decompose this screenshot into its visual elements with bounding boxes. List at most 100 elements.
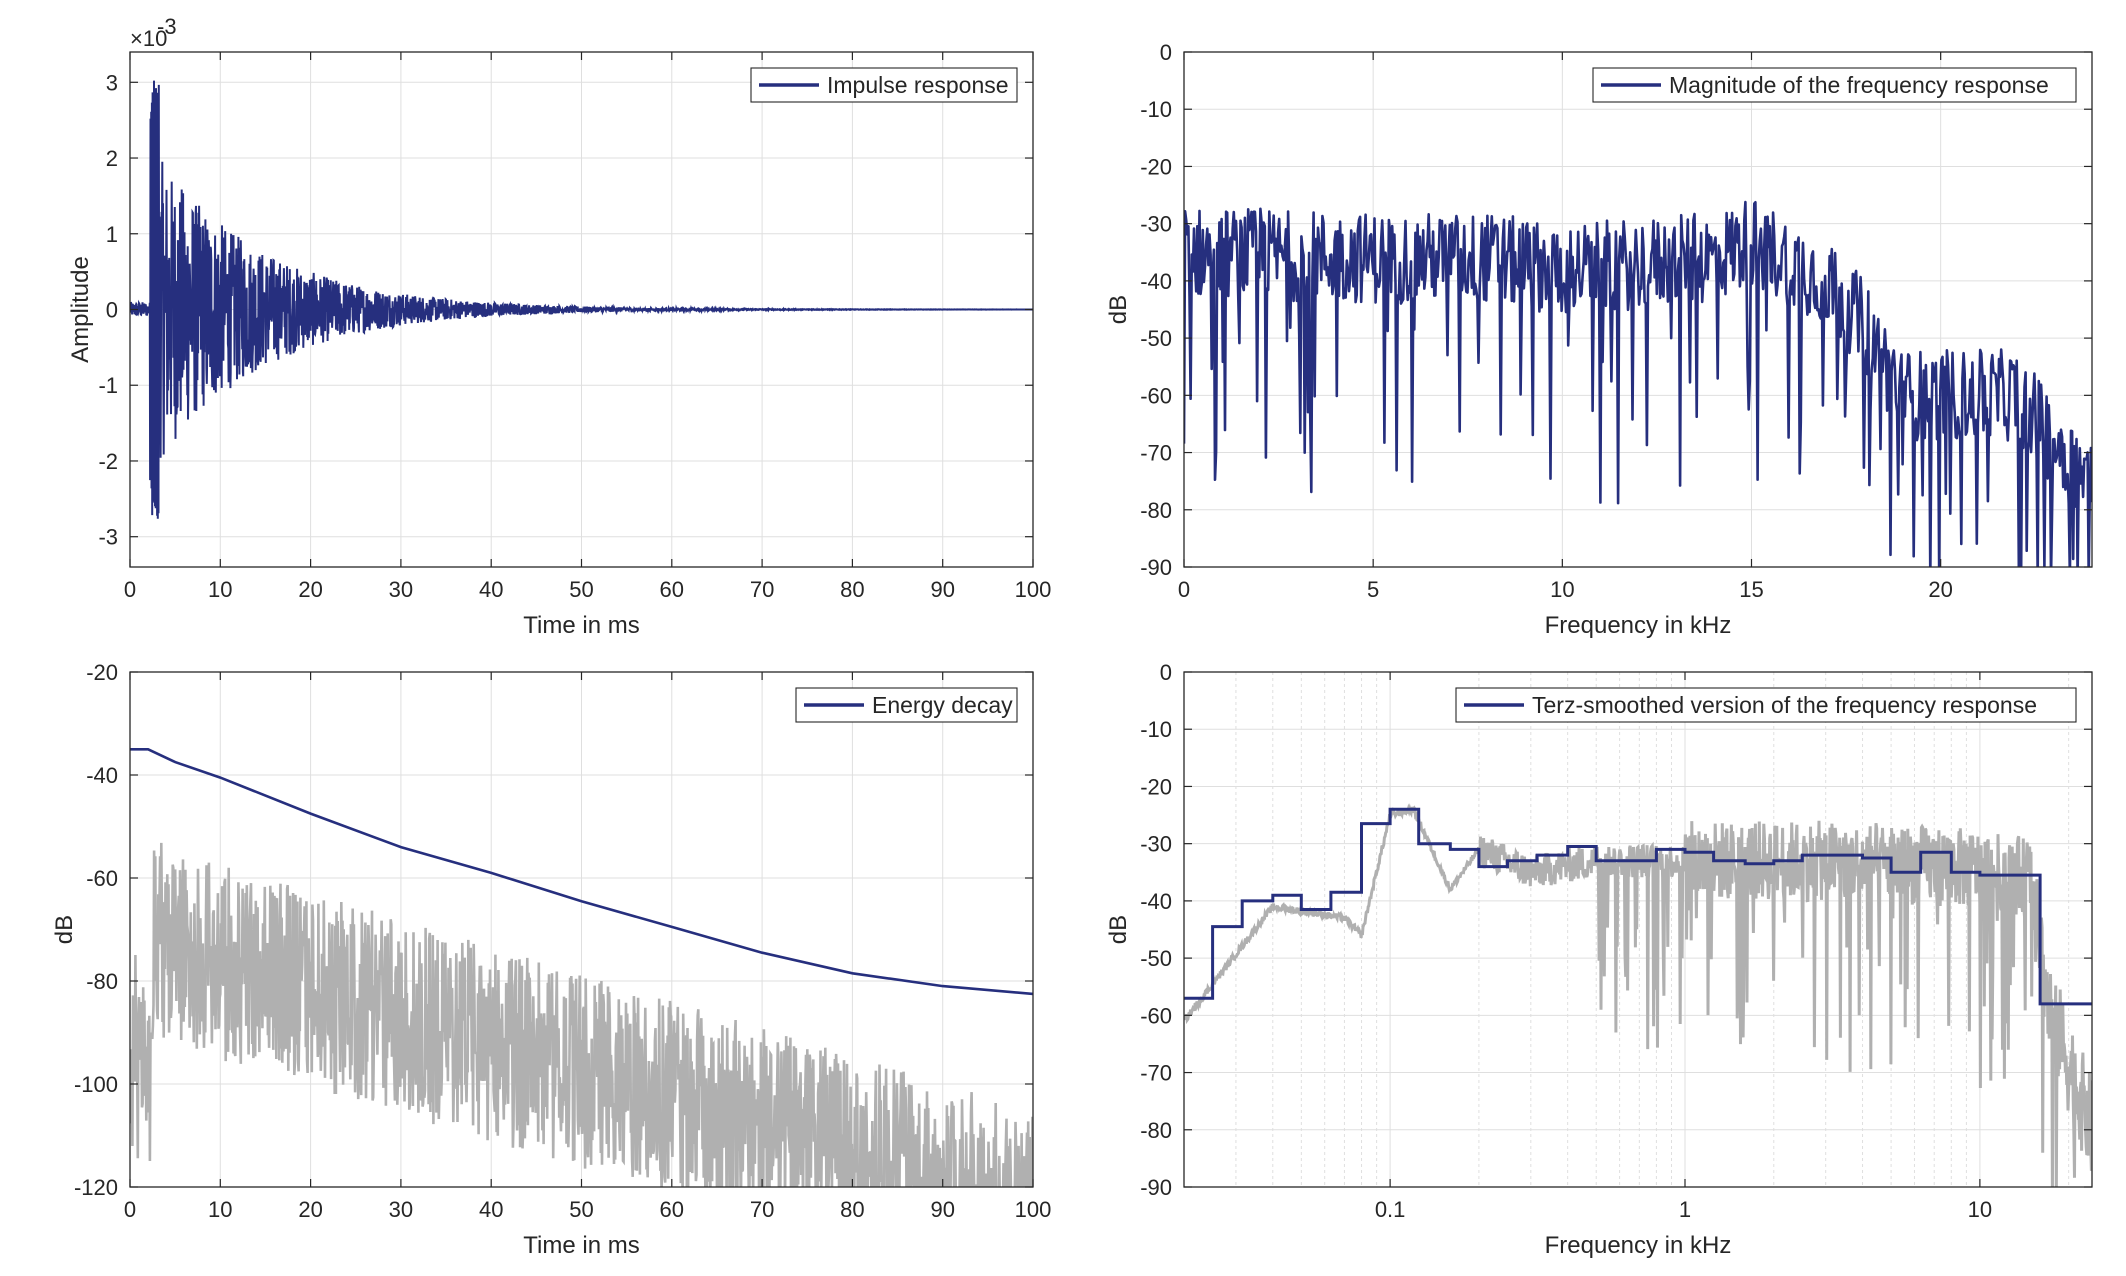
y-axis-label: dB — [1105, 915, 1132, 944]
impulse-response-line — [130, 80, 1033, 519]
y-tick-label: -50 — [1140, 946, 1172, 971]
y-tick-label: -80 — [1140, 1118, 1172, 1143]
plot-area — [130, 80, 1033, 519]
y-tick-label: -20 — [1140, 154, 1172, 179]
y-tick-label: -70 — [1140, 1061, 1172, 1086]
energy-decay-axes: 0 10 20 30 40 50 60 70 80 90 100 -20 -40 -60 -80 -100 -1… — [51, 660, 1051, 1259]
y-tick-label: -50 — [1140, 326, 1172, 351]
raw-response-line — [1184, 803, 2092, 1187]
x-axis-label: Time in ms — [523, 612, 639, 639]
terz-smoothed-line — [1184, 807, 2092, 1006]
y-tick-label: -120 — [74, 1175, 118, 1200]
y-tick-label: -60 — [1140, 1003, 1172, 1028]
y-tick-label: 1 — [106, 222, 118, 247]
x-tick-label: 50 — [569, 577, 593, 602]
x-tick-label: 80 — [840, 1197, 864, 1222]
energy-raw-line — [130, 842, 1033, 1187]
y-tick-label: -1 — [98, 373, 118, 398]
x-axis-label: Frequency in kHz — [1545, 1232, 1732, 1259]
x-tick-label: 5 — [1367, 577, 1379, 602]
y-tick-label: -70 — [1140, 441, 1172, 466]
legend: Magnitude of the frequency response — [1592, 67, 2077, 103]
plot-area — [1184, 200, 2092, 567]
legend-box — [1592, 67, 2077, 103]
y-tick-label: -40 — [1140, 269, 1172, 294]
x-tick-label: 30 — [389, 577, 413, 602]
x-tick-label: 100 — [1015, 577, 1052, 602]
x-tick-label: 0.1 — [1375, 1197, 1406, 1222]
x-tick-label: 0 — [124, 1197, 136, 1222]
legend-label: Magnitude of the frequency response — [1669, 72, 2049, 98]
y-tick-label: 0 — [106, 298, 118, 323]
legend-label: Energy decay — [872, 692, 1013, 718]
x-tick-label: 10 — [1550, 577, 1574, 602]
legend: Energy decay — [795, 687, 1018, 723]
y-tick-label: -20 — [1140, 774, 1172, 799]
axes-box — [1183, 51, 2093, 568]
x-tick-label: 1 — [1679, 1197, 1691, 1222]
x-tick-label: 10 — [208, 1197, 232, 1222]
legend-box — [1455, 687, 2077, 723]
x-tick-label: 0 — [124, 577, 136, 602]
x-tick-label: 10 — [1968, 1197, 1992, 1222]
x-tick-label: 15 — [1739, 577, 1763, 602]
x-tick-label: 20 — [298, 577, 322, 602]
x-tick-label: 50 — [569, 1197, 593, 1222]
y-tick-label: -20 — [86, 660, 118, 685]
x-tick-label: 70 — [750, 577, 774, 602]
legend-label: Impulse response — [827, 72, 1009, 98]
impulse-response-axes: 0 10 20 30 40 50 60 70 80 90 100 -3 -2 -1 0 1 2 3 Time in … — [67, 14, 1051, 639]
y-axis-label: dB — [1105, 295, 1132, 324]
y-tick-label: -80 — [1140, 498, 1172, 523]
x-axis-label: Time in ms — [523, 1232, 639, 1259]
x-tick-label: 40 — [479, 1197, 503, 1222]
y-tick-label: 0 — [1160, 40, 1172, 65]
terz-smoothed-axes: 0.1 1 10 0 -10 -20 -30 -40 -50 -60 -70 -80 -90 Freque… — [1105, 660, 2093, 1259]
y-tick-label: -40 — [86, 763, 118, 788]
plot-area — [130, 748, 1033, 1187]
legend: Terz-smoothed version of the frequency r… — [1455, 687, 2077, 723]
y-tick-label: -30 — [1140, 212, 1172, 237]
frequency-magnitude-axes: 0 5 10 15 20 0 -10 -20 -30 -40 -50 -60 -70 -80 -90 Freq… — [1105, 40, 2093, 639]
y-tick-label: -40 — [1140, 889, 1172, 914]
x-tick-label: 60 — [660, 1197, 684, 1222]
y-tick-label: -100 — [74, 1072, 118, 1097]
y-exponent-power: -3 — [157, 14, 177, 39]
legend-label: Terz-smoothed version of the frequency r… — [1532, 692, 2037, 718]
y-tick-label: -90 — [1140, 555, 1172, 580]
x-tick-label: 40 — [479, 577, 503, 602]
y-tick-label: -10 — [1140, 97, 1172, 122]
x-tick-label: 20 — [1928, 577, 1952, 602]
x-tick-label: 0 — [1178, 577, 1190, 602]
y-tick-label: -80 — [86, 969, 118, 994]
x-tick-label: 90 — [930, 1197, 954, 1222]
y-axis-label: dB — [51, 915, 78, 944]
x-tick-label: 80 — [840, 577, 864, 602]
plot-area — [1184, 803, 2092, 1187]
x-tick-label: 10 — [208, 577, 232, 602]
y-tick-label: -60 — [86, 866, 118, 891]
axes-box — [1183, 671, 2093, 1188]
y-tick-label: -60 — [1140, 383, 1172, 408]
x-tick-label: 70 — [750, 1197, 774, 1222]
y-tick-label: -30 — [1140, 832, 1172, 857]
x-tick-label: 90 — [930, 577, 954, 602]
y-tick-label: 2 — [106, 146, 118, 171]
x-tick-label: 60 — [660, 577, 684, 602]
y-tick-label: 0 — [1160, 660, 1172, 685]
x-tick-label: 20 — [298, 1197, 322, 1222]
y-axis-label: Amplitude — [67, 256, 94, 363]
y-tick-label: 3 — [106, 70, 118, 95]
y-tick-label: -3 — [98, 525, 118, 550]
y-exponent-label: ×10 — [130, 26, 167, 51]
x-axis-label: Frequency in kHz — [1545, 612, 1732, 639]
x-tick-label: 30 — [389, 1197, 413, 1222]
y-tick-label: -90 — [1140, 1175, 1172, 1200]
legend: Impulse response — [750, 67, 1018, 103]
frequency-magnitude-line — [1184, 200, 2092, 567]
y-tick-label: -10 — [1140, 717, 1172, 742]
energy-decay-line — [130, 748, 1033, 996]
x-tick-label: 100 — [1015, 1197, 1052, 1222]
